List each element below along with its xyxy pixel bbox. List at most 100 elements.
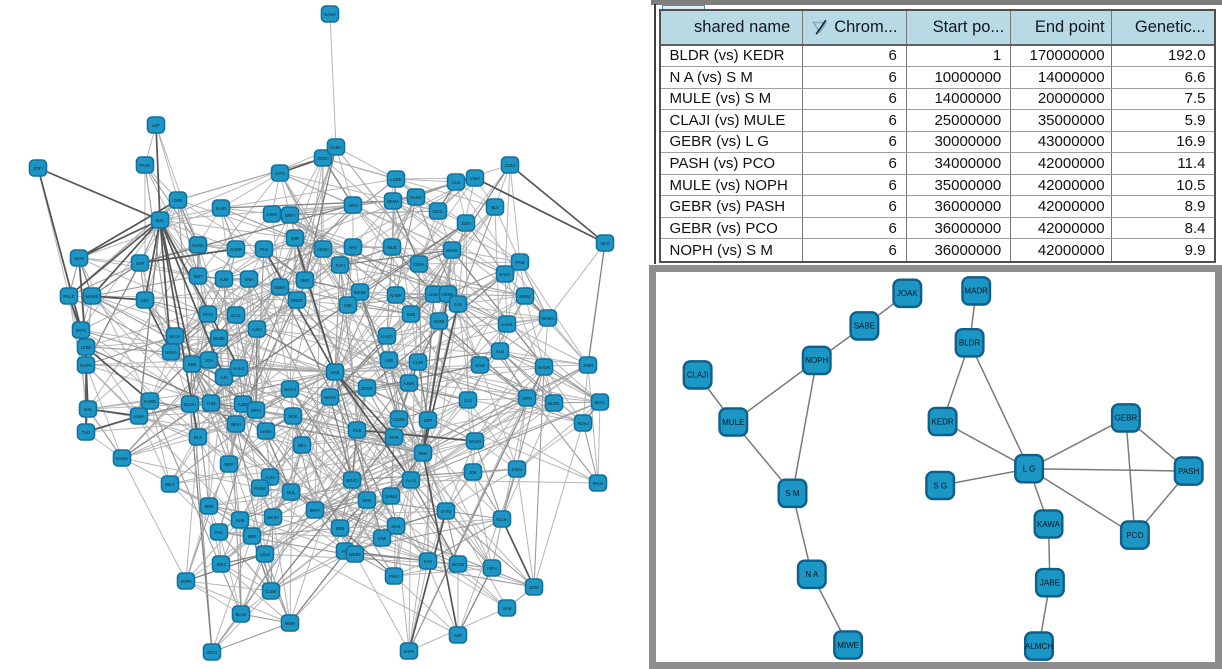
svg-text:SAPA: SAPA xyxy=(404,649,415,654)
svg-text:WEKE: WEKE xyxy=(354,290,367,295)
svg-text:SMA: SMA xyxy=(418,451,427,456)
svg-text:NOK: NOK xyxy=(288,414,297,419)
svg-text:BRFI: BRFI xyxy=(285,213,295,218)
svg-text:N A: N A xyxy=(805,570,819,579)
svg-text:L G: L G xyxy=(1022,464,1035,473)
svg-text:NABR: NABR xyxy=(390,293,402,298)
svg-text:MITU: MITU xyxy=(76,328,86,333)
svg-text:SADR: SADR xyxy=(230,247,242,252)
svg-text:VIAK: VIAK xyxy=(502,606,512,611)
svg-text:MAJA: MAJA xyxy=(169,334,180,339)
svg-text:GENA: GENA xyxy=(274,285,286,290)
svg-text:PHJA: PHJA xyxy=(593,481,604,486)
svg-text:PCO: PCO xyxy=(1126,530,1143,539)
svg-text:BRR: BRR xyxy=(205,504,214,509)
svg-text:S G: S G xyxy=(933,481,947,490)
svg-text:KAS: KAS xyxy=(424,559,433,564)
svg-text:CLS: CLS xyxy=(464,398,472,403)
svg-text:TUM: TUM xyxy=(206,401,216,406)
svg-text:TUD: TUD xyxy=(82,430,91,435)
svg-text:SMA: SMA xyxy=(244,277,253,282)
svg-text:NANO: NANO xyxy=(410,195,423,200)
svg-text:TUVI: TUVI xyxy=(335,263,345,268)
svg-text:BEB: BEB xyxy=(407,312,416,317)
svg-text:CLAJI: CLAJI xyxy=(686,370,708,379)
svg-text:BLS: BLS xyxy=(194,435,202,440)
svg-text:BECL: BECL xyxy=(595,400,607,405)
svg-text:FIP: FIP xyxy=(342,549,349,554)
svg-text:MADR: MADR xyxy=(964,286,988,295)
svg-text:JABE: JABE xyxy=(1039,578,1059,587)
svg-text:PASH: PASH xyxy=(1178,466,1199,475)
svg-text:MIR: MIR xyxy=(291,236,299,241)
svg-text:ZOW: ZOW xyxy=(529,585,539,590)
svg-text:JAMU: JAMU xyxy=(511,467,522,472)
svg-text:BRVI: BRVI xyxy=(251,408,261,413)
svg-text:PHLE: PHLE xyxy=(64,294,75,299)
svg-text:WADR: WADR xyxy=(538,365,551,370)
svg-text:CLBE: CLBE xyxy=(266,589,277,594)
svg-text:JOA: JOA xyxy=(205,358,213,363)
svg-text:KAWE: KAWE xyxy=(144,399,156,404)
svg-text:SHMU: SHMU xyxy=(385,494,397,499)
svg-text:WAWA: WAWA xyxy=(541,316,554,321)
svg-text:MAR: MAR xyxy=(389,435,398,440)
svg-text:MIBR: MIBR xyxy=(285,621,295,626)
svg-text:ALMCH: ALMCH xyxy=(1024,641,1052,650)
svg-text:VIPH: VIPH xyxy=(522,396,532,401)
svg-text:JOLG: JOLG xyxy=(207,650,218,655)
svg-text:VIMI: VIMI xyxy=(378,536,387,541)
svg-text:NAV: NAV xyxy=(349,245,358,250)
svg-text:SMC: SMC xyxy=(300,278,309,283)
svg-text:ZOJO: ZOJO xyxy=(317,156,329,161)
svg-text:AKVI: AKVI xyxy=(348,203,358,208)
svg-text:NAB: NAB xyxy=(236,518,245,523)
svg-text:BEPA: BEPA xyxy=(310,508,321,513)
svg-text:MUBE: MUBE xyxy=(213,336,225,341)
svg-text:BEJ: BEJ xyxy=(298,443,306,448)
svg-text:GET: GET xyxy=(141,298,150,303)
svg-text:ALAJ: ALAJ xyxy=(406,478,416,483)
svg-text:LGWE: LGWE xyxy=(393,417,406,422)
svg-text:PASM: PASM xyxy=(254,486,266,491)
svg-text:WEA: WEA xyxy=(165,482,175,487)
svg-text:NOJA: NOJA xyxy=(496,517,507,522)
svg-text:PCVI: PCVI xyxy=(203,312,213,317)
svg-text:SAKA: SAKA xyxy=(499,272,510,277)
svg-text:AJJA: AJJA xyxy=(265,475,275,480)
svg-text:PANA: PANA xyxy=(139,163,150,168)
svg-text:MIS: MIS xyxy=(344,303,352,308)
svg-text:NOMI: NOMI xyxy=(434,319,445,324)
svg-text:MUD: MUD xyxy=(387,245,397,250)
svg-text:WEBE: WEBE xyxy=(349,552,362,557)
svg-text:NOAJ: NOAJ xyxy=(577,421,588,426)
svg-text:JOZO: JOZO xyxy=(504,163,516,168)
svg-text:NOSH: NOSH xyxy=(324,395,336,400)
svg-text:WAL: WAL xyxy=(156,218,166,223)
svg-text:ZOGE: ZOGE xyxy=(361,386,373,391)
svg-text:PAW: PAW xyxy=(515,260,524,265)
svg-text:BEB: BEB xyxy=(188,362,197,367)
svg-text:DRP: DRP xyxy=(424,418,433,423)
svg-text:NOKA: NOKA xyxy=(165,350,177,355)
svg-text:ZOVI: ZOVI xyxy=(461,221,471,226)
svg-text:MIWE: MIWE xyxy=(837,640,859,649)
svg-text:WAKE: WAKE xyxy=(446,248,458,253)
svg-text:VIAL: VIAL xyxy=(83,407,93,412)
svg-text:KENA: KENA xyxy=(442,292,454,297)
svg-text:KAZO: KAZO xyxy=(381,334,393,339)
svg-text:ZOFI: ZOFI xyxy=(33,166,43,171)
svg-text:BLMU: BLMU xyxy=(184,402,196,407)
svg-text:KALG: KALG xyxy=(233,366,244,371)
svg-text:VIMA: VIMA xyxy=(470,176,480,181)
svg-text:WEJ: WEJ xyxy=(217,562,226,567)
svg-text:PCB: PCB xyxy=(353,428,362,433)
svg-text:LELE: LELE xyxy=(260,552,270,557)
svg-text:NAPH: NAPH xyxy=(80,363,92,368)
svg-text:NAB: NAB xyxy=(331,370,340,375)
svg-text:AJTU: AJTU xyxy=(275,171,285,176)
svg-text:AJV: AJV xyxy=(220,375,228,380)
svg-text:LEP: LEP xyxy=(152,123,160,128)
svg-text:GEBR: GEBR xyxy=(1114,413,1137,422)
svg-text:CLS: CLS xyxy=(452,180,460,185)
